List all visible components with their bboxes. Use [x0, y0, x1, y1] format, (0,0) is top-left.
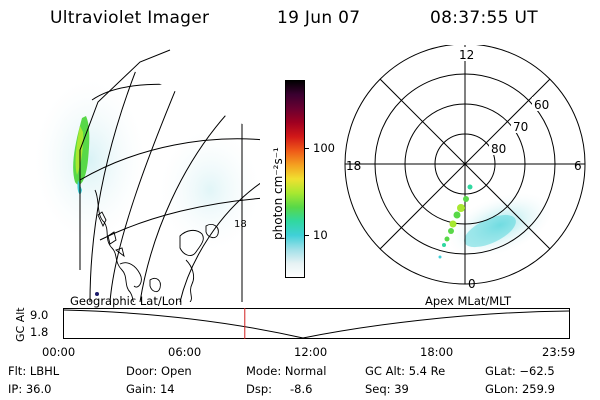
door-field: Door: Open [126, 364, 192, 378]
dsp-value: -8.6 [290, 382, 313, 396]
mlat-label-70: 70 [513, 120, 528, 134]
mlt-label-0: 0 [468, 277, 476, 290]
ip-field: IP: 36.0 [8, 382, 52, 396]
seq-field: Seq: 39 [365, 382, 409, 396]
gc-alt-field: GC Alt: 5.4 Re [365, 364, 446, 378]
colorbar-tick [305, 235, 309, 236]
coastline [94, 189, 219, 302]
mlt-label-12: 12 [459, 48, 474, 62]
altitude-xtick: 18:00 [420, 345, 454, 359]
altitude-xtick: 12:00 [294, 345, 328, 359]
colorbar-tick-label: 100 [313, 141, 335, 155]
mlt-label-18: 18 [346, 159, 361, 173]
polar-plot: 12 18 6 0 60 70 80 [344, 45, 586, 290]
label-bg [456, 47, 474, 61]
aurora-oval [464, 214, 516, 248]
view-edge [79, 49, 171, 270]
colorbar [285, 80, 305, 278]
label-bg [489, 141, 507, 155]
time-label: 08:37:55 UT [430, 8, 538, 28]
altitude-xtick: 23:59 [542, 345, 576, 359]
altitude-xtick: 06:00 [168, 345, 202, 359]
altitude-xtick: 00:00 [42, 345, 76, 359]
glon-field: GLon: 259.9 [485, 382, 555, 396]
altitude-ytick: 1.8 [30, 325, 49, 339]
date-label: 19 Jun 07 [277, 8, 361, 28]
aurora-core [75, 126, 84, 175]
mode-field: Mode: Normal [246, 364, 327, 378]
gain-field: Gain: 14 [126, 382, 175, 396]
mlat-label-80: 80 [491, 142, 506, 156]
altitude-curve [63, 309, 570, 339]
label-bg [532, 97, 550, 111]
polar-grid [344, 45, 586, 285]
geographic-map-panel: 18 [35, 49, 260, 302]
altitude-plot [63, 308, 570, 339]
aurora-spots [438, 184, 473, 259]
geo-panel-label: Geographic Lat/Lon [70, 294, 183, 308]
altitude-ytick: 9.0 [30, 308, 49, 322]
altitude-ylabel: GC Alt [14, 307, 27, 342]
colorbar-rect [285, 80, 305, 278]
colorbar-gradient [285, 80, 305, 278]
station-marker [95, 292, 99, 296]
colorbar-tick-label: 10 [313, 228, 328, 242]
aurora-haze [160, 130, 260, 250]
mlat-label-60: 60 [534, 98, 549, 112]
label-bg [511, 119, 529, 133]
colorbar-tick [305, 148, 309, 149]
flt-field: Flt: LBHL [8, 364, 60, 378]
altitude-frame [63, 308, 570, 339]
glat-field: GLat: −62.5 [485, 364, 555, 378]
polar-panel-label: Apex MLat/MLT [425, 294, 512, 308]
mlt-label-6: 6 [574, 159, 582, 173]
dsp-label: Dsp: [246, 382, 273, 396]
aurora-haze [447, 192, 553, 258]
aurora-haze [35, 80, 145, 240]
map-number: 18 [234, 219, 247, 230]
instrument-title: Ultraviolet Imager [50, 8, 210, 28]
colorbar-label: photon cm⁻²s⁻¹ [271, 147, 285, 240]
